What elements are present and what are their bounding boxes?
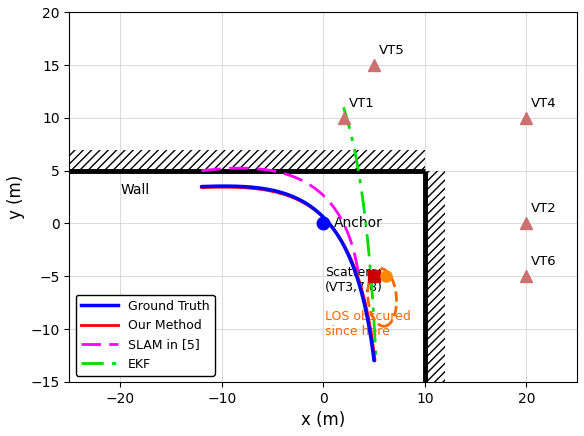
Text: VT2: VT2 bbox=[531, 202, 557, 215]
Text: VT5: VT5 bbox=[379, 44, 405, 57]
Text: Scatterer
(VT3,7,8): Scatterer (VT3,7,8) bbox=[325, 266, 383, 294]
Y-axis label: y (m): y (m) bbox=[7, 175, 25, 219]
Bar bbox=[69, 150, 425, 171]
Text: VT4: VT4 bbox=[531, 96, 557, 109]
X-axis label: x (m): x (m) bbox=[301, 411, 345, 429]
Bar bbox=[425, 171, 445, 382]
Text: LOS obscured
since here: LOS obscured since here bbox=[325, 310, 411, 338]
Text: Anchor: Anchor bbox=[333, 217, 383, 231]
Text: Wall: Wall bbox=[120, 183, 150, 197]
Legend: Ground Truth, Our Method, SLAM in [5], EKF: Ground Truth, Our Method, SLAM in [5], E… bbox=[76, 295, 215, 375]
Text: VT1: VT1 bbox=[349, 96, 374, 109]
Text: VT6: VT6 bbox=[531, 255, 557, 268]
